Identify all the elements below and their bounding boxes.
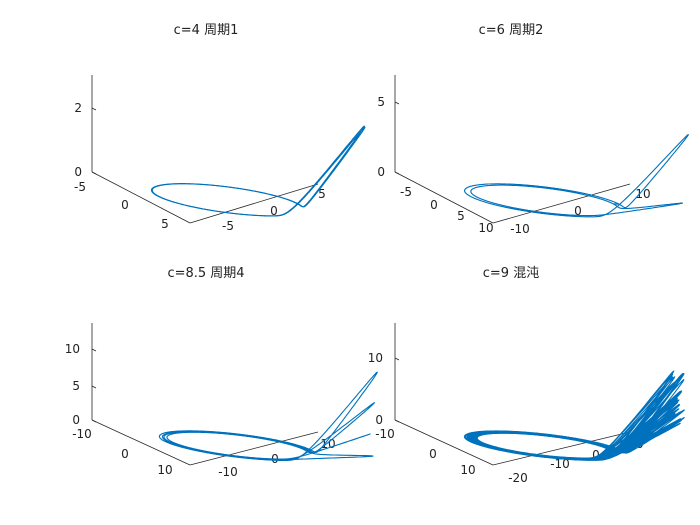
z-tick-mark	[91, 107, 97, 111]
z-tick-mark	[394, 419, 400, 423]
z-tick-mark	[91, 419, 97, 423]
trajectory-line	[158, 371, 378, 461]
z-tick-label: 0	[74, 165, 82, 179]
x-tick-label: -5	[400, 185, 412, 199]
x-tick-label: 10	[478, 221, 493, 235]
y-axis-line	[189, 431, 319, 466]
trajectory-line	[150, 125, 366, 217]
x-axis-line	[91, 419, 191, 466]
y-tick-label: 0	[270, 204, 278, 218]
subplot-title: c=8.5 周期4	[167, 266, 244, 281]
x-tick-label: 0	[121, 447, 129, 461]
x-tick-label: 10	[460, 463, 475, 477]
subplot-2: c=6 周期2 -5 0 5 10 -10 0 10 0 5	[377, 23, 689, 236]
y-tick-label: -10	[550, 457, 570, 471]
z-tick-label: 10	[65, 342, 80, 356]
y-tick-label: -10	[218, 465, 238, 479]
z-tick-label: 2	[74, 101, 82, 115]
z-tick-label: 0	[375, 413, 383, 427]
x-tick-label: 0	[121, 198, 129, 212]
z-tick-label: 0	[72, 413, 80, 427]
x-tick-label: -5	[74, 180, 86, 194]
x-axis-line	[91, 171, 191, 224]
x-tick-label: 5	[457, 209, 465, 223]
subplot-title: c=6 周期2	[479, 23, 544, 38]
y-tick-label: 0	[574, 204, 582, 218]
x-tick-label: 0	[430, 198, 438, 212]
x-tick-label: -10	[375, 427, 395, 441]
z-tick-mark	[394, 357, 400, 361]
y-axis-line	[492, 183, 631, 224]
y-axis-line	[189, 183, 319, 224]
subplot-title: c=4 周期1	[174, 23, 239, 38]
y-tick-label: -5	[222, 219, 234, 233]
x-tick-label: 5	[161, 217, 169, 231]
x-axis-line	[394, 419, 494, 466]
y-tick-label: 0	[592, 448, 600, 462]
y-tick-label: 10	[635, 187, 650, 201]
y-axis-line	[492, 431, 631, 466]
trajectory-line	[463, 370, 685, 461]
x-axis-line	[394, 171, 494, 224]
z-tick-mark	[91, 171, 97, 175]
trajectory-line	[464, 134, 689, 218]
z-tick-mark	[91, 385, 97, 389]
z-tick-label: 5	[72, 379, 80, 393]
y-tick-label: -10	[510, 222, 530, 236]
x-tick-label: 0	[429, 447, 437, 461]
y-tick-label: -20	[508, 471, 528, 485]
z-tick-label: 5	[377, 95, 385, 109]
z-tick-mark	[394, 171, 400, 175]
y-tick-label: 5	[318, 187, 326, 201]
z-tick-mark	[91, 348, 97, 352]
subplot-title: c=9 混沌	[483, 266, 539, 281]
z-tick-label: 10	[368, 351, 383, 365]
x-tick-label: 10	[157, 463, 172, 477]
x-tick-label: -10	[72, 427, 92, 441]
z-tick-mark	[394, 101, 400, 105]
z-tick-label: 0	[377, 165, 385, 179]
